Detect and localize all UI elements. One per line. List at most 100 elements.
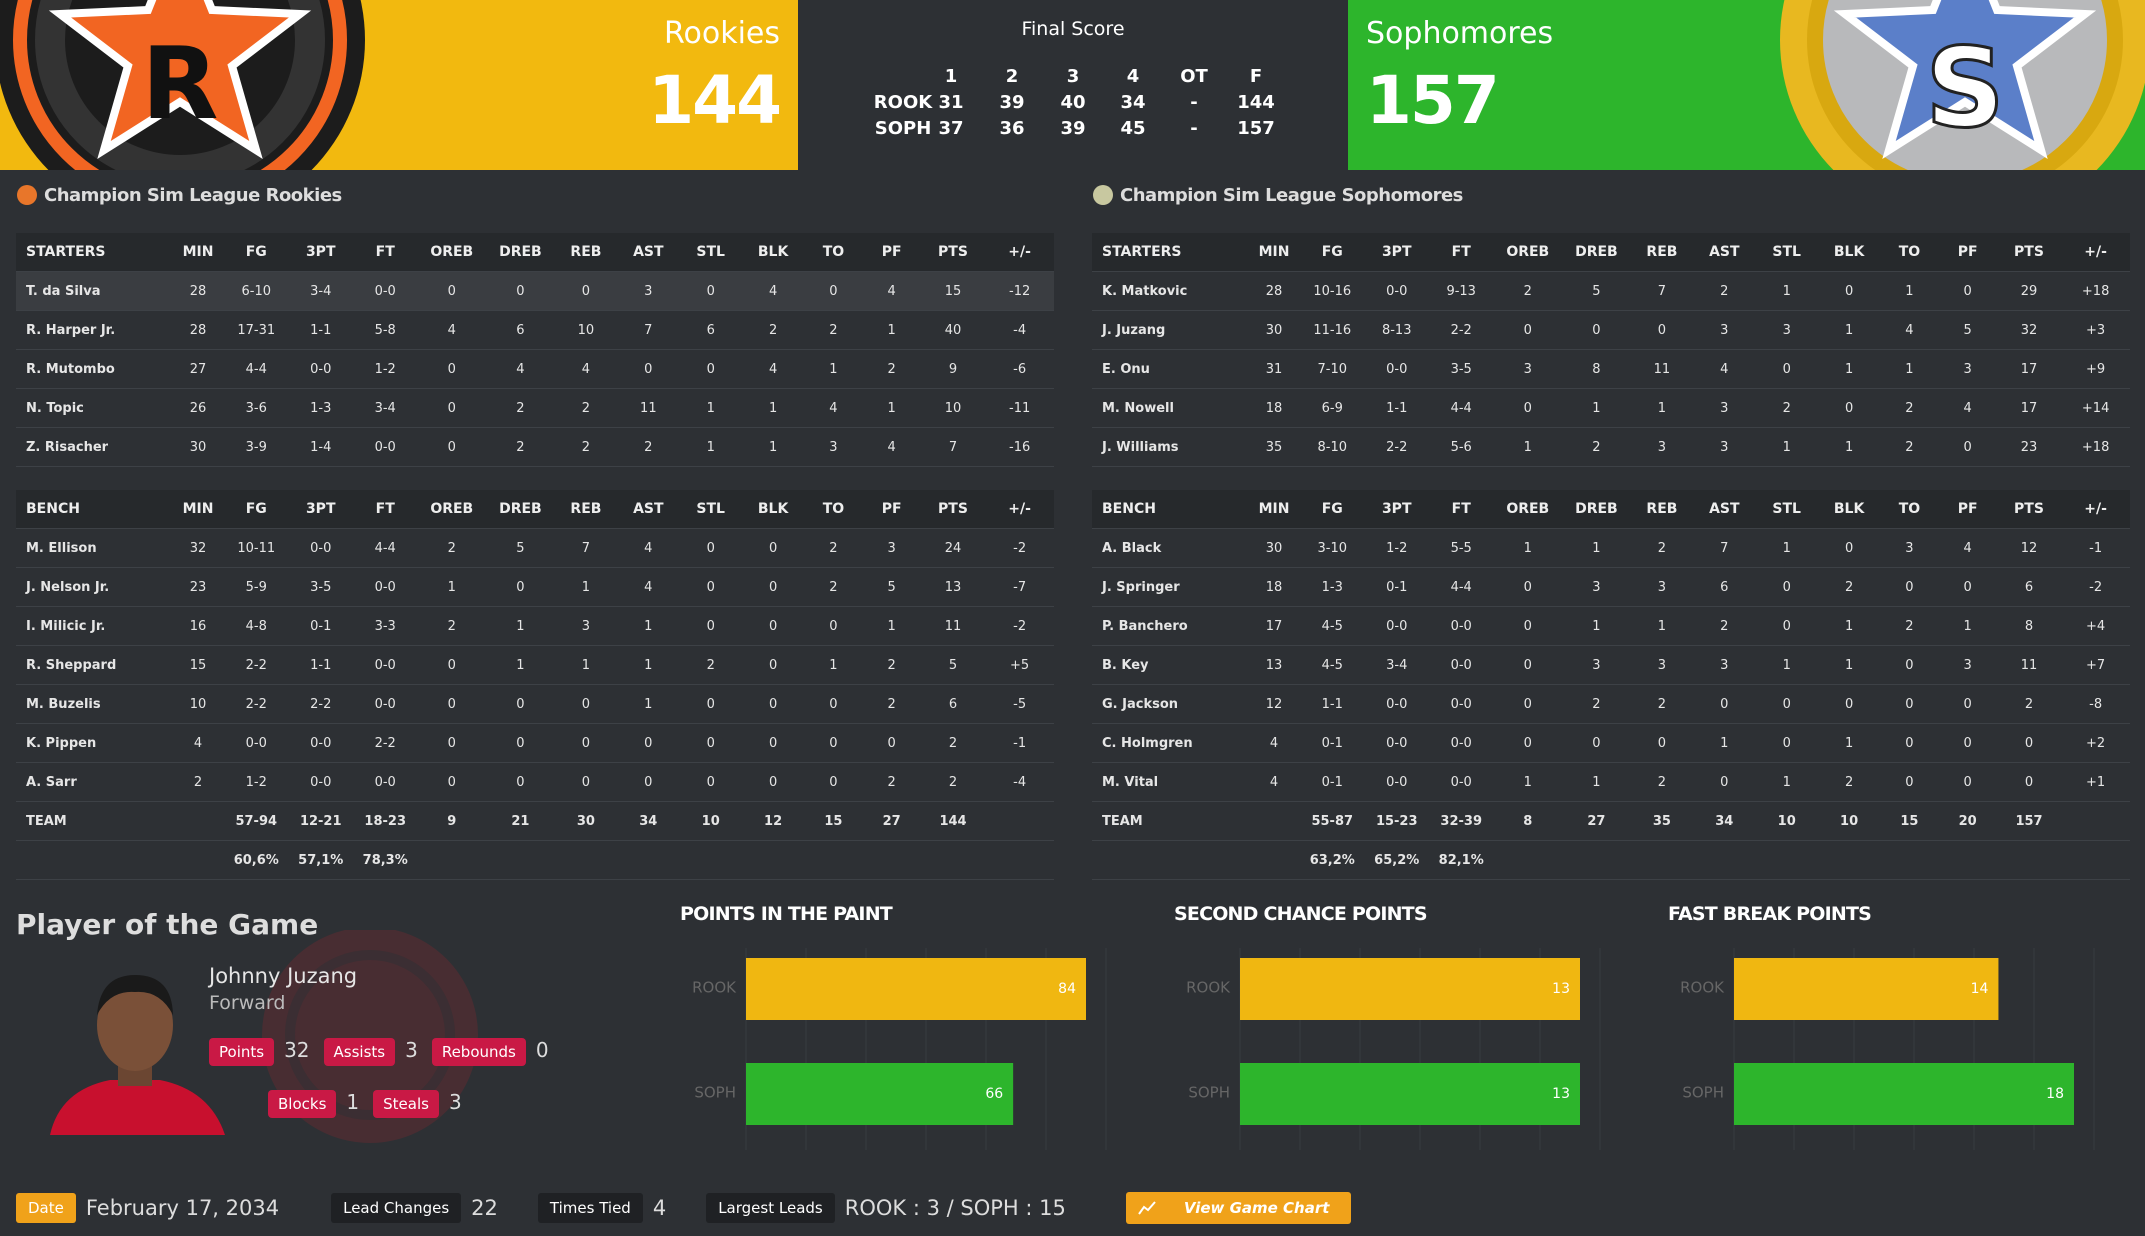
player-row: P. Banchero 17 4-5 0-0 0-0 0 1 1 2 0 1 2 1 8 +4 (1092, 606, 2130, 646)
player-row: J. Nelson Jr. 23 5-9 3-5 0-0 1 0 1 4 0 0 2 5 13 -7 (16, 567, 1054, 607)
stat-cell: 0 (1755, 349, 1818, 389)
team-total: 55-87 (1300, 801, 1365, 841)
stat-cell: 1 (1817, 310, 1881, 350)
logo-letter: S (1925, 24, 2004, 152)
stat-cell: 1-2 (352, 349, 418, 389)
column-header: AST (1693, 490, 1756, 529)
stat-cell: 0 (617, 349, 680, 389)
percent-cell: 82,1% (1428, 840, 1494, 880)
stat-cell: 7-10 (1300, 349, 1365, 389)
percent-cell (1092, 840, 1248, 880)
stat-cell: 0 (1938, 567, 1997, 607)
team-total: 9 (417, 801, 487, 841)
stat-value: 3 (448, 1090, 462, 1114)
stat-cell: +5 (985, 645, 1054, 685)
stat-cell: 32 (172, 528, 224, 568)
stat-cell: 28 (172, 310, 224, 350)
stat-cell: 12 (1248, 684, 1300, 724)
column-header: FG (1300, 233, 1365, 272)
stat-cell: 1 (417, 567, 487, 607)
stat-cell: 1 (1817, 349, 1881, 389)
stat-cell: 3 (804, 427, 863, 467)
stat-cell: 0 (554, 762, 618, 802)
stat-cell: 23 (1996, 427, 2062, 467)
stat-cell: 0-0 (1364, 762, 1429, 802)
stat-cell: 1 (1817, 723, 1881, 763)
stat-cell: 0 (679, 567, 742, 607)
column-header: +/- (985, 490, 1054, 529)
stat-cell: 0-0 (1428, 645, 1494, 685)
column-header: FG (224, 490, 289, 529)
player-name: K. Pippen (16, 723, 172, 763)
player-name: E. Onu (1092, 349, 1248, 389)
stat-cell: 2 (1630, 528, 1694, 568)
player-row: J. Springer 18 1-3 0-1 4-4 0 3 3 6 0 2 0 0 6 -2 (1092, 567, 2130, 607)
stat-cell: -16 (985, 427, 1054, 467)
stat-cell: 0 (417, 762, 487, 802)
stat-cell: 0 (1996, 762, 2062, 802)
stat-cell: 0-0 (224, 723, 289, 763)
stat-cell: 0 (1880, 723, 1939, 763)
stat-cell: 1-3 (288, 388, 353, 428)
column-header: DREB (1562, 233, 1631, 272)
stat-cell: -5 (985, 684, 1054, 724)
stat-cell: 3 (1493, 349, 1563, 389)
stat-cell: 1 (1755, 645, 1818, 685)
team-total: 157 (1996, 801, 2062, 841)
tag: Lead Changes (331, 1193, 462, 1223)
column-header: DREB (1562, 490, 1631, 529)
quarter-label: OT (1180, 66, 1208, 87)
stat-cell: 6 (1693, 567, 1756, 607)
stat-cell: 0 (486, 723, 555, 763)
stat-cell: 0 (741, 762, 805, 802)
stat-cell: 11-16 (1300, 310, 1365, 350)
stat-cell: 3 (1938, 349, 1997, 389)
team-total: 10 (679, 801, 742, 841)
quarter-score: 36 (999, 118, 1025, 139)
box-score: BENCH MIN FG 3PT FT OREB DREB REB AST STL BLK TO PF P… (16, 490, 1054, 880)
stat-cell: -6 (985, 349, 1054, 389)
stat-cell: -7 (985, 567, 1054, 607)
stat-cell: 2 (1693, 606, 1756, 646)
stat-cell: 3 (1562, 567, 1631, 607)
stat-cell: 0 (554, 684, 618, 724)
team-icon (1093, 185, 1113, 205)
player-row: I. Milicic Jr. 16 4-8 0-1 3-3 2 1 3 1 0 0 0 1 11 -2 (16, 606, 1054, 646)
stat-cell: 0 (679, 762, 742, 802)
stat-cell: 10-16 (1300, 271, 1365, 311)
column-header: +/- (2061, 233, 2130, 272)
stat-cell: 0 (1880, 684, 1939, 724)
stat-cell: -12 (985, 271, 1054, 311)
team-row: TEAM 57-94 12-21 18-23 9 21 30 34 10 12 15 27 144 (16, 801, 1054, 841)
stat-cell: 4 (1248, 723, 1300, 763)
stat-cell: 4 (1693, 349, 1756, 389)
percent-cell (486, 840, 555, 880)
stat-cell: 1-1 (1300, 684, 1365, 724)
column-header: +/- (985, 233, 1054, 272)
view-game-chart-button[interactable]: View Game Chart (1125, 1192, 1352, 1224)
stat-cell: 2 (862, 645, 921, 685)
sophomores-banner: S Sophomores 157 (1348, 0, 2145, 170)
column-header: PF (862, 490, 921, 529)
percent-cell (1562, 840, 1631, 880)
stat-cell: 0-0 (1428, 723, 1494, 763)
percent-cell (1996, 840, 2062, 880)
stat-cell: 0 (1996, 723, 2062, 763)
stat-cell: 0 (1630, 310, 1694, 350)
stat-cell: 1 (1755, 427, 1818, 467)
stat-cell: 1 (679, 427, 742, 467)
stat-cell: 4 (1248, 762, 1300, 802)
stat-cell: 8 (1562, 349, 1631, 389)
stat-cell: 1 (554, 567, 618, 607)
bar (1734, 958, 1999, 1020)
final-score-panel: Final Score 1 2 3 4 OT F ROOK 31 39 40 34-144 SOPH 3… (798, 0, 1348, 170)
stat-cell: 4-4 (1428, 567, 1494, 607)
stat-cell: 0 (617, 762, 680, 802)
bar-value: 18 (2046, 1086, 2064, 1102)
stat-cell: 0 (804, 684, 863, 724)
stat-cell: 2 (862, 684, 921, 724)
percent-cell: 65,2% (1364, 840, 1429, 880)
stat-pill: Assists (323, 1038, 396, 1066)
percent-cell: 57,1% (288, 840, 353, 880)
